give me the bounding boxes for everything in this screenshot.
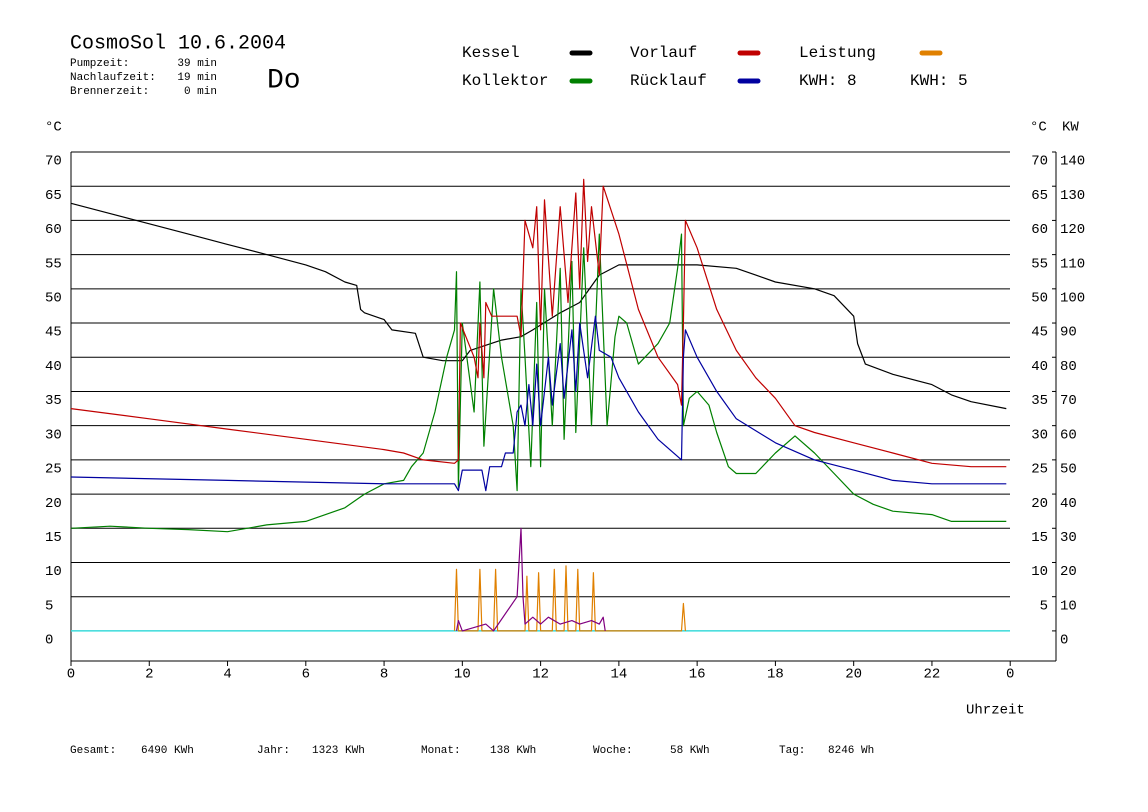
- y-tick-label: 0: [45, 633, 53, 649]
- y-tick-label: 55: [45, 256, 62, 272]
- y2-tick-label: 90: [1060, 325, 1077, 341]
- y-right-tick-label: 30: [1031, 427, 1048, 443]
- y-right-tick-label: 15: [1031, 530, 1048, 546]
- x-tick-label: 22: [924, 667, 941, 683]
- y-tick-label: 45: [45, 325, 62, 341]
- footer-value: 138 KWh: [490, 745, 536, 757]
- footer-value: 1323 KWh: [312, 745, 365, 757]
- y-tick-label: 30: [45, 427, 62, 443]
- y-right-tick-label: 25: [1031, 462, 1048, 478]
- y-right-tick-label: 45: [1031, 325, 1048, 341]
- y-tick-label: 15: [45, 530, 62, 546]
- y-tick-label: 40: [45, 359, 62, 375]
- x-tick-label: 0: [67, 667, 75, 683]
- legend-note: KWH: 5: [910, 72, 968, 90]
- series-line: [455, 527, 606, 632]
- y-tick-label: 25: [45, 462, 62, 478]
- x-tick-label: 6: [302, 667, 310, 683]
- y-tick-label: 20: [45, 496, 62, 512]
- legend-label: Kollektor: [462, 72, 548, 90]
- footer-value: 6490 KWh: [141, 745, 194, 757]
- footer-label: Jahr:: [257, 745, 290, 757]
- stat-value: 39 min: [177, 58, 217, 70]
- stat-label: Nachlaufzeit:: [70, 72, 156, 84]
- x-tick-label: 10: [454, 667, 471, 683]
- y-right-tick-label: 10: [1031, 564, 1048, 580]
- y-right-tick-label: 50: [1031, 291, 1048, 307]
- y-right-tick-label: 70: [1031, 154, 1048, 170]
- footer-label: Woche:: [593, 745, 633, 757]
- y-right-tick-label: 65: [1031, 188, 1048, 204]
- x-tick-label: 16: [689, 667, 706, 683]
- y-axis-label-right: °C: [1030, 120, 1047, 136]
- legend-label: Rücklauf: [630, 72, 707, 90]
- x-tick-label: 12: [532, 667, 549, 683]
- y-tick-label: 5: [45, 598, 53, 614]
- series-line: [70, 178, 1007, 468]
- footer-label: Monat:: [421, 745, 461, 757]
- stat-value: 0 min: [184, 86, 217, 98]
- stat-value: 19 min: [177, 72, 217, 84]
- series-line: [70, 315, 1007, 492]
- y2-tick-label: 30: [1060, 530, 1077, 546]
- y2-tick-label: 60: [1060, 427, 1077, 443]
- footer-label: Gesamt:: [70, 745, 116, 757]
- footer-value: 8246 Wh: [828, 745, 874, 757]
- y-tick-label: 10: [45, 564, 62, 580]
- x-tick-label: 8: [380, 667, 388, 683]
- y2-tick-label: 140: [1060, 154, 1085, 170]
- y-right-tick-label: 35: [1031, 393, 1048, 409]
- footer-value: 58 KWh: [670, 745, 710, 757]
- legend-label: Vorlauf: [630, 44, 697, 62]
- y-right-tick-label: 20: [1031, 496, 1048, 512]
- y-right-tick-label: 40: [1031, 359, 1048, 375]
- y2-tick-label: 100: [1060, 291, 1085, 307]
- y2-tick-label: 0: [1060, 633, 1068, 649]
- day: Do: [267, 65, 301, 96]
- y2-tick-label: 120: [1060, 222, 1085, 238]
- stat-label: Pumpzeit:: [70, 58, 129, 70]
- x-tick-label: 14: [610, 667, 627, 683]
- y-tick-label: 50: [45, 291, 62, 307]
- y2-tick-label: 80: [1060, 359, 1077, 375]
- x-tick-label: 20: [845, 667, 862, 683]
- y2-tick-label: 110: [1060, 256, 1085, 272]
- y-right-tick-label: 55: [1031, 256, 1048, 272]
- y-tick-label: 70: [45, 154, 62, 170]
- y-right-tick-label: 60: [1031, 222, 1048, 238]
- x-axis-label: Uhrzeit: [966, 703, 1025, 719]
- y2-tick-label: 130: [1060, 188, 1085, 204]
- y2-axis-label: KW: [1062, 120, 1079, 136]
- y-tick-label: 35: [45, 393, 62, 409]
- legend-label: Kessel: [462, 44, 520, 62]
- y2-tick-label: 10: [1060, 598, 1077, 614]
- footer-label: Tag:: [779, 745, 805, 757]
- y-tick-label: 65: [45, 188, 62, 204]
- y-right-tick-label: 5: [1040, 598, 1048, 614]
- y-axis-label: °C: [45, 120, 62, 136]
- x-tick-label: 18: [767, 667, 784, 683]
- stat-label: Brennerzeit:: [70, 86, 149, 98]
- y2-tick-label: 50: [1060, 462, 1077, 478]
- legend-note: KWH: 8: [799, 72, 857, 90]
- y-tick-label: 60: [45, 222, 62, 238]
- series-line: [70, 233, 1007, 533]
- chart-title: CosmoSol 10.6.2004: [70, 32, 286, 55]
- legend-label: Leistung: [799, 44, 876, 62]
- x-tick-label: 4: [223, 667, 231, 683]
- x-tick-label: 0: [1006, 667, 1014, 683]
- y2-tick-label: 70: [1060, 393, 1077, 409]
- y2-tick-label: 20: [1060, 564, 1077, 580]
- x-tick-label: 2: [145, 667, 153, 683]
- y2-tick-label: 40: [1060, 496, 1077, 512]
